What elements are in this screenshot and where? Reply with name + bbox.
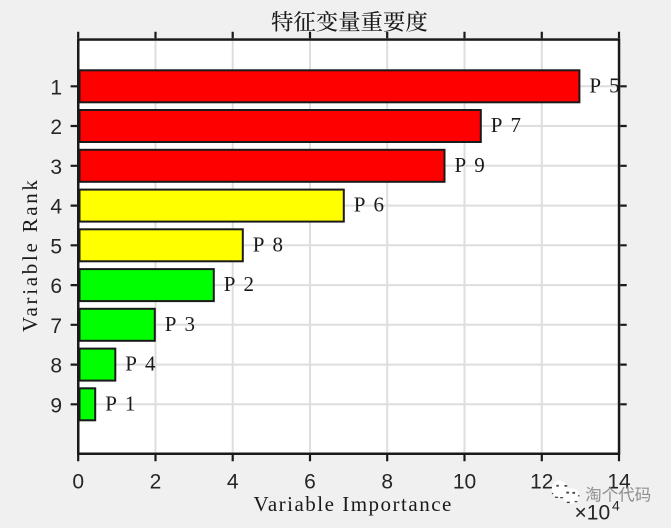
svg-text:P 4: P 4 xyxy=(125,352,157,376)
svg-text:P 1: P 1 xyxy=(105,391,137,415)
svg-text:4: 4 xyxy=(612,498,620,514)
svg-text:9: 9 xyxy=(50,394,62,417)
svg-text:3: 3 xyxy=(50,156,62,179)
svg-text:P 7: P 7 xyxy=(491,113,523,137)
svg-text:7: 7 xyxy=(50,315,62,338)
svg-text:8: 8 xyxy=(381,471,393,494)
svg-text:5: 5 xyxy=(50,235,62,258)
svg-text:12: 12 xyxy=(530,471,553,494)
svg-text:P 5: P 5 xyxy=(589,73,621,97)
svg-text:0: 0 xyxy=(72,471,84,494)
svg-text:2: 2 xyxy=(50,116,62,139)
svg-text:Variable Importance: Variable Importance xyxy=(254,492,453,516)
svg-text:P 6: P 6 xyxy=(354,193,386,217)
svg-text:8: 8 xyxy=(50,355,62,378)
svg-text:P 9: P 9 xyxy=(455,153,487,177)
svg-text:14: 14 xyxy=(607,471,631,494)
svg-text:P 3: P 3 xyxy=(165,312,197,336)
svg-text:1: 1 xyxy=(50,76,62,99)
svg-text:P 2: P 2 xyxy=(224,272,256,296)
svg-text:2: 2 xyxy=(150,471,162,494)
svg-text:6: 6 xyxy=(50,275,62,298)
svg-text:×10: ×10 xyxy=(575,502,611,524)
svg-text:10: 10 xyxy=(453,471,476,494)
svg-text:Variable Rank: Variable Rank xyxy=(18,177,42,332)
svg-text:P 8: P 8 xyxy=(253,232,285,256)
svg-text:4: 4 xyxy=(227,471,239,494)
svg-text:4: 4 xyxy=(50,196,62,219)
svg-text:6: 6 xyxy=(304,471,316,494)
